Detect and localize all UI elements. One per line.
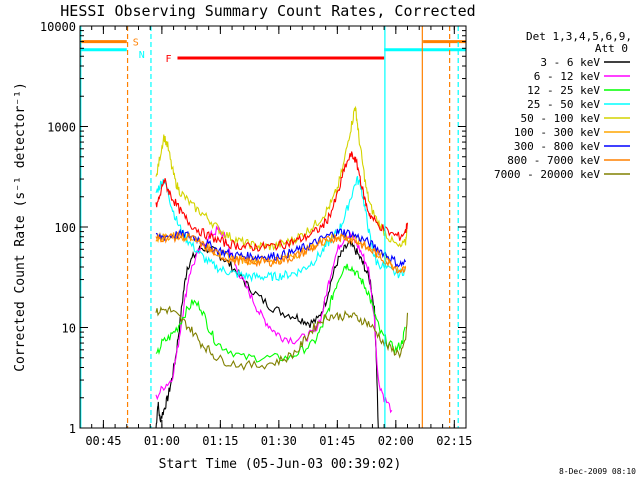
series-line-4	[155, 105, 408, 251]
x-tick-label-2: 01:15	[202, 434, 238, 448]
flag-label-0: S	[133, 38, 139, 49]
legend-label: 6 - 12 keV	[534, 70, 601, 83]
x-tick-label-0: 00:45	[85, 434, 121, 448]
series-line-1	[155, 225, 393, 414]
x-tick-label-1: 01:00	[144, 434, 180, 448]
x-tick-label-3: 01:30	[261, 434, 297, 448]
flag-label-1: N	[139, 50, 145, 61]
legend-label: 3 - 6 keV	[540, 56, 600, 69]
x-tick-label-5: 02:00	[378, 434, 414, 448]
y-tick-label-0: 1	[69, 422, 76, 436]
x-axis-label: Start Time (05-Jun-03 00:39:02)	[159, 457, 402, 472]
legend-label: 800 - 7000 keV	[507, 154, 600, 167]
y-tick-label-4: 10000	[40, 20, 76, 34]
footer-date: 8-Dec-2009 08:10	[559, 467, 636, 476]
series-layer	[155, 105, 409, 428]
legend-header-att: Att 0	[595, 42, 628, 55]
y-tick-label-3: 1000	[47, 121, 76, 135]
series-line-7	[155, 232, 407, 274]
legend-label: 50 - 100 keV	[521, 112, 601, 125]
ticks-layer: 1 10 100 1000 10000 00:45 01:00 01:15 01:30 01:45…	[40, 20, 472, 448]
legend-label: 300 - 800 keV	[514, 140, 600, 153]
series-line-9	[155, 151, 409, 252]
y-tick-label-1: 10	[62, 322, 76, 336]
flags-layer: SN F	[80, 38, 466, 65]
legend-label: 25 - 50 keV	[527, 98, 600, 111]
series-line-8	[155, 305, 409, 371]
series-line-3	[155, 175, 406, 283]
legend-label: 100 - 300 keV	[514, 126, 600, 139]
x-tick-label-6: 02:15	[436, 434, 472, 448]
legend-label: 12 - 25 keV	[527, 84, 600, 97]
flag-label-2: F	[165, 54, 171, 65]
y-tick-label-2: 100	[54, 221, 76, 235]
y-axis-label: Corrected Count Rate (s⁻¹ detector⁻¹)	[13, 82, 28, 372]
legend-header: Det 1,3,4,5,6,9,	[526, 30, 632, 43]
x-tick-label-4: 01:45	[319, 434, 355, 448]
series-line-2	[155, 263, 406, 363]
legend-label: 7000 - 20000 keV	[494, 168, 600, 181]
chart-title: HESSI Observing Summary Count Rates, Cor…	[60, 2, 475, 20]
